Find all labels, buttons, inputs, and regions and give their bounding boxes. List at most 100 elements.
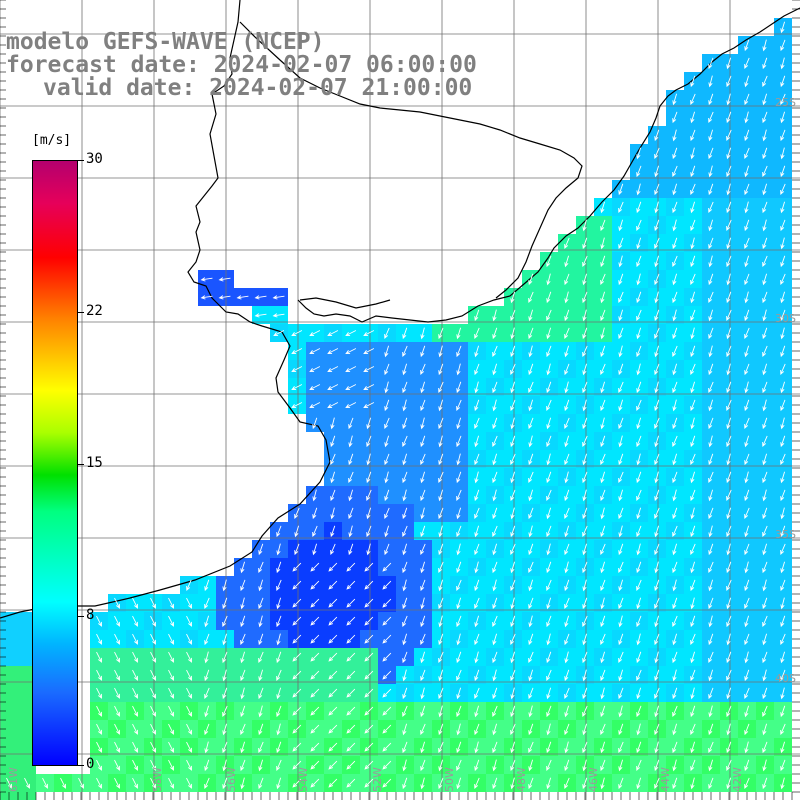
wind-arrow (726, 327, 732, 340)
wind-arrow (582, 345, 588, 357)
wind-arrow (690, 291, 696, 304)
wind-arrow (328, 688, 338, 698)
wind-arrow (222, 777, 228, 790)
wind-arrow (708, 705, 713, 718)
wind-arrow (168, 633, 174, 645)
wind-arrow (254, 313, 267, 318)
wind-arrow (310, 742, 320, 752)
wind-arrow (310, 688, 320, 698)
wind-arrow (600, 669, 606, 682)
wind-arrow (492, 777, 498, 790)
wind-arrow (510, 489, 516, 502)
wind-arrow (528, 489, 534, 502)
wind-arrow (328, 580, 338, 590)
wind-arrow (636, 489, 642, 501)
wind-arrow (420, 633, 426, 645)
wind-arrow (708, 687, 714, 700)
wind-arrow (618, 327, 624, 340)
wind-arrow (762, 561, 768, 574)
wind-arrow (564, 309, 570, 322)
wind-arrow (708, 741, 714, 753)
wind-arrow (402, 759, 407, 772)
lat-label: 30S (775, 312, 796, 325)
wind-arrow (384, 417, 390, 429)
wind-arrow (348, 507, 354, 520)
wind-arrow (600, 291, 606, 304)
wind-arrow (636, 165, 642, 178)
wind-arrow (240, 777, 245, 790)
wind-arrow (636, 417, 642, 430)
wind-arrow (600, 723, 606, 735)
wind-cell (18, 720, 36, 738)
wind-arrow (708, 201, 714, 213)
wind-arrow (672, 651, 678, 664)
wind-arrow (438, 399, 444, 412)
wind-arrow (345, 384, 357, 390)
wind-arrow (690, 723, 696, 735)
wind-arrow (564, 579, 570, 592)
wind-arrow (510, 507, 515, 520)
wind-arrow (780, 525, 786, 538)
wind-arrow (546, 687, 552, 700)
wind-arrow (780, 741, 786, 754)
wind-arrow (528, 309, 534, 322)
wind-arrow (132, 615, 138, 627)
wind-arrow (654, 309, 660, 322)
wind-arrow (222, 633, 228, 646)
wind-arrow (744, 453, 750, 466)
colorbar-label: 0 (86, 756, 95, 772)
wind-arrow (258, 579, 264, 592)
wind-arrow (762, 741, 768, 754)
wind-arrow (582, 363, 588, 376)
wind-arrow (474, 741, 479, 754)
wind-arrow (762, 363, 768, 376)
wind-arrow (726, 363, 731, 376)
wind-arrow (492, 525, 498, 537)
wind-arrow (310, 670, 320, 680)
wind-arrow (258, 543, 264, 556)
wind-arrow (168, 705, 174, 717)
wind-arrow (384, 435, 390, 448)
wind-arrow (726, 201, 732, 214)
wind-arrow (150, 597, 156, 609)
wind-arrow (456, 669, 462, 681)
wind-arrow (780, 669, 786, 682)
wind-arrow (708, 345, 713, 358)
wind-arrow (510, 561, 516, 574)
wind-arrow (114, 651, 120, 663)
wind-arrow (636, 723, 641, 736)
wind-arrow (690, 561, 696, 574)
wind-arrow (636, 219, 642, 231)
lon-label: 54W (297, 767, 310, 792)
wind-arrow (402, 327, 408, 340)
wind-arrow (636, 507, 642, 520)
wind-arrow (528, 471, 534, 483)
wind-arrow (744, 687, 750, 699)
wind-arrow (726, 525, 732, 538)
wind-arrow (132, 687, 138, 699)
wind-arrow (654, 561, 659, 574)
wind-arrow (780, 165, 786, 178)
wind-cell (0, 756, 18, 774)
lat-label: 25S (775, 96, 796, 109)
wind-arrow (546, 561, 552, 574)
wind-arrow (654, 363, 660, 376)
wind-arrow (582, 381, 588, 394)
wind-arrow (168, 759, 174, 771)
wind-arrow (204, 687, 210, 699)
wind-arrow (690, 93, 696, 105)
wind-arrow (762, 633, 768, 646)
lat-label: 40S (775, 672, 796, 685)
wind-arrow (510, 435, 516, 448)
wind-arrow (150, 723, 156, 735)
wind-arrow (636, 183, 641, 196)
wind-arrow (420, 525, 426, 538)
wind-arrow (240, 579, 246, 592)
wind-arrow (294, 543, 300, 556)
wind-arrow (402, 687, 408, 700)
wind-arrow (744, 507, 750, 519)
wind-arrow (780, 201, 786, 214)
wind-arrow (780, 651, 786, 664)
wind-arrow (600, 417, 605, 430)
wind-arrow (762, 255, 768, 267)
